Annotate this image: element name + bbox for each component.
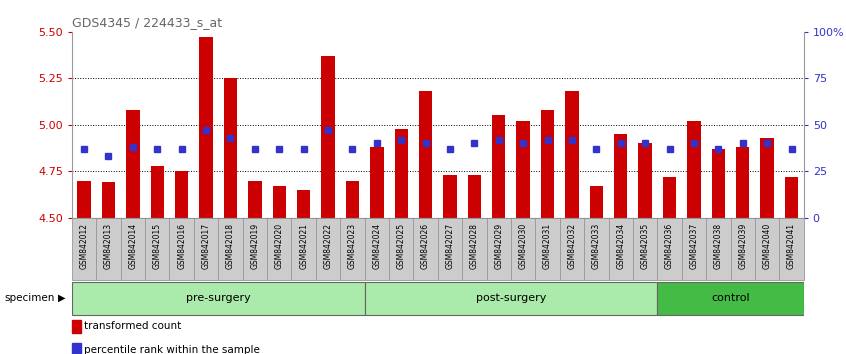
Text: GSM842016: GSM842016 [177, 223, 186, 269]
Bar [72, 320, 80, 333]
Text: GSM842036: GSM842036 [665, 223, 674, 269]
Text: GSM842022: GSM842022 [323, 223, 332, 269]
Text: GSM842040: GSM842040 [762, 223, 772, 269]
Bar [126, 110, 140, 218]
Text: GSM842038: GSM842038 [714, 223, 722, 269]
Text: GSM842039: GSM842039 [739, 223, 747, 269]
Text: GSM842029: GSM842029 [494, 223, 503, 269]
Text: GSM842032: GSM842032 [568, 223, 576, 269]
Bar [77, 181, 91, 218]
Text: transformed count: transformed count [84, 321, 181, 331]
Text: GSM842028: GSM842028 [470, 223, 479, 269]
Text: GSM842023: GSM842023 [348, 223, 357, 269]
Text: GSM842018: GSM842018 [226, 223, 235, 269]
Text: GSM842030: GSM842030 [519, 223, 528, 269]
Bar [443, 175, 457, 218]
Text: GSM842025: GSM842025 [397, 223, 406, 269]
Text: GSM842014: GSM842014 [129, 223, 137, 269]
Text: GSM842027: GSM842027 [446, 223, 454, 269]
Text: GSM842013: GSM842013 [104, 223, 113, 269]
Bar [687, 121, 700, 218]
Text: pre-surgery: pre-surgery [186, 293, 250, 303]
Bar [590, 186, 603, 218]
Text: GSM842037: GSM842037 [689, 223, 699, 269]
Bar [394, 129, 408, 218]
Text: ▶: ▶ [58, 293, 65, 303]
Text: GSM842035: GSM842035 [640, 223, 650, 269]
Bar [248, 181, 261, 218]
Bar [516, 121, 530, 218]
Bar [200, 38, 213, 218]
Bar [541, 110, 554, 218]
Text: GSM842034: GSM842034 [616, 223, 625, 269]
Bar [151, 166, 164, 218]
Bar [223, 78, 237, 218]
Bar [565, 91, 579, 218]
Text: GSM842033: GSM842033 [592, 223, 601, 269]
Text: GSM842019: GSM842019 [250, 223, 260, 269]
Bar [102, 182, 115, 218]
Bar [761, 138, 774, 218]
Text: GSM842020: GSM842020 [275, 223, 283, 269]
Bar [419, 91, 432, 218]
Bar [662, 177, 676, 218]
Bar [785, 177, 799, 218]
Text: GDS4345 / 224433_s_at: GDS4345 / 224433_s_at [72, 16, 222, 29]
Bar [711, 149, 725, 218]
Text: percentile rank within the sample: percentile rank within the sample [84, 344, 260, 354]
Bar [468, 175, 481, 218]
Bar [297, 190, 310, 218]
Bar [72, 343, 80, 354]
Text: specimen: specimen [4, 293, 55, 303]
Text: GSM842017: GSM842017 [201, 223, 211, 269]
Bar [272, 186, 286, 218]
Text: GSM842031: GSM842031 [543, 223, 552, 269]
Text: GSM842026: GSM842026 [421, 223, 430, 269]
Bar [72, 281, 365, 315]
Bar [657, 281, 804, 315]
Bar [365, 281, 657, 315]
Text: GSM842024: GSM842024 [372, 223, 382, 269]
Text: GSM842012: GSM842012 [80, 223, 89, 269]
Text: GSM842015: GSM842015 [153, 223, 162, 269]
Text: post-surgery: post-surgery [475, 293, 547, 303]
Bar [736, 147, 750, 218]
Bar [614, 134, 628, 218]
Text: GSM842021: GSM842021 [299, 223, 308, 269]
Bar [321, 56, 335, 218]
Bar [639, 143, 652, 218]
Bar [492, 115, 506, 218]
Text: GSM842041: GSM842041 [787, 223, 796, 269]
Bar [346, 181, 360, 218]
Bar [370, 147, 383, 218]
Bar [175, 171, 189, 218]
Text: control: control [711, 293, 750, 303]
